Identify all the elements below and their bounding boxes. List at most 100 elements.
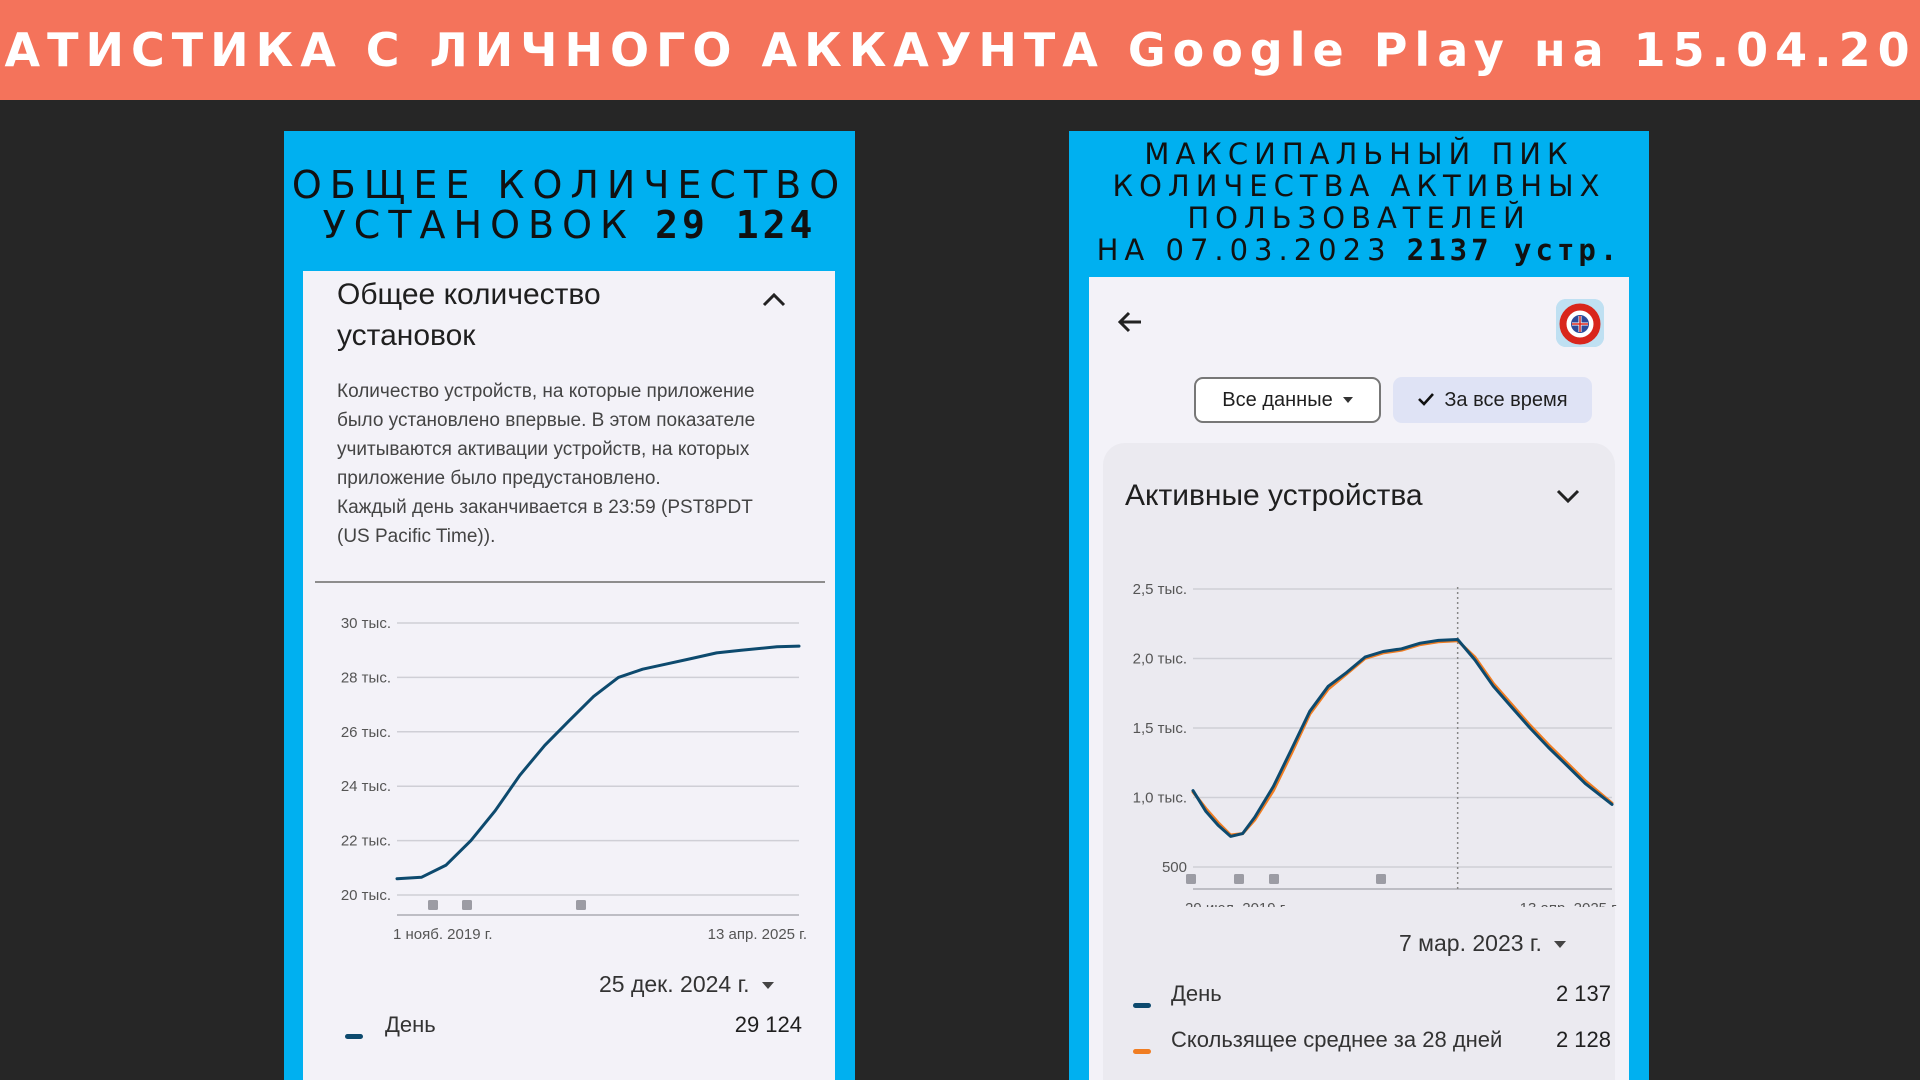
legend-swatch (1133, 1003, 1151, 1008)
metric-panel (1103, 443, 1615, 1080)
all-time-filter-label: За все время (1444, 388, 1568, 411)
legend-line-day (1133, 995, 1151, 1013)
annotation-marker (1186, 874, 1196, 884)
card-title-prefix: НА 07.03.2023 (1096, 233, 1407, 267)
all-data-filter[interactable]: Все данные (1194, 377, 1381, 423)
legend-swatch (345, 1034, 363, 1039)
installs-chart: 20 тыс. 22 тыс. 24 тыс. 26 тыс. 28 тыс. 30 ты… (341, 615, 807, 943)
data-point (1241, 832, 1244, 835)
all-time-filter[interactable]: За все время (1393, 377, 1592, 423)
date-selector-label: 25 дек. 2024 г. (599, 971, 750, 997)
data-point (1547, 746, 1550, 749)
total-installs-card-title: ОБЩЕЕ КОЛИЧЕСТВО УСТАНОВОК 29 124 (284, 165, 855, 245)
data-point (715, 651, 718, 655)
description-line: учитываются активации устройств, на кото… (337, 439, 750, 460)
y-tick-label: 20 тыс. (341, 887, 391, 904)
data-point (493, 809, 497, 812)
app-icon[interactable] (1556, 299, 1604, 347)
description-line: Каждый день заканчивается в 23:59 (PST8P… (337, 497, 753, 518)
active-devices-card-title: МАКСИПАЛЬНЫЙ ПИК КОЛИЧЕСТВА АКТИВНЫХ ПОЛ… (1069, 138, 1649, 266)
data-point (1456, 638, 1459, 641)
data-point (1204, 810, 1208, 813)
series-line (395, 644, 801, 881)
banner-title: СТАТИСТИКА С ЛИЧНОГО АККАУНТА Google Pla… (0, 23, 1920, 77)
all-data-filter-label: Все данные (1222, 388, 1333, 411)
y-tick-label: 24 тыс. (341, 778, 391, 795)
peak-value: 2137 устр. (1406, 233, 1622, 267)
legend-swatch (1133, 1049, 1151, 1054)
annotation-marker (1376, 874, 1386, 884)
data-point (1327, 685, 1330, 688)
y-tick-label: 500 (1162, 859, 1187, 876)
data-point (469, 839, 473, 842)
legend-line-average (1133, 1041, 1151, 1059)
installs-screenshot: Общее количество установок Количество ус… (303, 271, 835, 1080)
y-tick-label: 26 тыс. (341, 724, 391, 741)
data-point (444, 863, 448, 867)
chevron-down-icon[interactable] (1555, 487, 1581, 510)
data-point (420, 876, 423, 879)
section-title: Активные устройства (1125, 479, 1423, 512)
data-point (1290, 747, 1293, 751)
description-line: (US Pacific Time)). (337, 526, 496, 547)
y-tick-label: 22 тыс. (341, 833, 391, 850)
data-point (1418, 642, 1422, 645)
legend-label: Скользящее среднее за 28 дней (1171, 1027, 1503, 1052)
caret-down-icon (1342, 397, 1353, 403)
data-point (1308, 710, 1311, 713)
total-installs-card: ОБЩЕЕ КОЛИЧЕСТВО УСТАНОВОК 29 124 Общее … (284, 131, 855, 1080)
y-tick-label: 30 тыс. (341, 615, 391, 632)
data-point (1610, 803, 1614, 806)
legend-label: День (1171, 981, 1222, 1006)
y-tick-label: 1,0 тыс. (1133, 790, 1187, 807)
data-point (543, 744, 546, 747)
x-tick-label: 1 нояб. 2019 г. (393, 926, 493, 943)
card-title-line: КОЛИЧЕСТВА АКТИВНЫХ (1112, 169, 1606, 203)
top-banner: СТАТИСТИКА С ЛИЧНОГО АККАУНТА Google Pla… (0, 0, 1920, 100)
description-line: Количество устройств, на которые приложе… (337, 381, 755, 402)
annotation-marker (1269, 874, 1279, 884)
data-point (518, 774, 522, 777)
y-tick-label: 1,5 тыс. (1133, 720, 1187, 737)
card-title-line: ПОЛЬЗОВАТЕЛЕЙ (1187, 201, 1531, 235)
chevron-up-icon[interactable] (761, 287, 787, 315)
data-point (1584, 782, 1587, 785)
legend-label: День (385, 1012, 436, 1037)
date-selector[interactable]: 25 дек. 2024 г. (599, 971, 774, 998)
section-title-line1: Общее количество (337, 278, 601, 311)
data-point (1253, 815, 1257, 819)
caret-down-icon (761, 982, 774, 990)
series-line (1191, 639, 1614, 837)
date-selector-label: 7 мар. 2023 г. (1399, 930, 1542, 956)
card-title-line1: ОБЩЕЕ КОЛИЧЕСТВО (291, 163, 848, 207)
data-point (1492, 685, 1495, 688)
data-point (1216, 824, 1220, 827)
legend-line-day (345, 1026, 363, 1044)
data-point (666, 662, 669, 665)
back-arrow-icon[interactable] (1115, 307, 1145, 343)
annotation-marker (428, 900, 438, 910)
data-point (1363, 655, 1367, 659)
active-devices-card: МАКСИПАЛЬНЫЙ ПИК КОЛИЧЕСТВА АКТИВНЫХ ПОЛ… (1069, 131, 1649, 1080)
data-point (690, 657, 694, 660)
active-devices-screenshot: Все данные За все время Активные устройс… (1089, 277, 1629, 1080)
description-line: приложение было предустановлено. (337, 468, 661, 489)
total-installs-value: 29 124 (655, 203, 817, 247)
x-tick-label: 13 апр. 2025 г. (1520, 900, 1619, 907)
caret-down-icon (1553, 941, 1566, 949)
x-tick-label: 29 июл. 2019 г. (1185, 900, 1288, 907)
data-point (567, 719, 571, 723)
y-tick-label: 2,5 тыс. (1133, 581, 1187, 598)
description-line: было установлено впервые. В этом показат… (337, 410, 756, 431)
annotation-marker (576, 900, 586, 910)
annotation-marker (462, 900, 472, 910)
series-line (1191, 638, 1614, 838)
y-tick-label: 28 тыс. (341, 669, 391, 686)
data-point (1381, 650, 1385, 653)
date-selector[interactable]: 7 мар. 2023 г. (1399, 930, 1566, 957)
y-tick-label: 2,0 тыс. (1133, 651, 1187, 668)
divider (315, 581, 825, 583)
active-devices-chart: 500 1,0 тыс. 1,5 тыс. 2,0 тыс. 2,5 тыс. 29 ию… (1133, 581, 1619, 907)
annotation-marker (1234, 874, 1244, 884)
data-point (1510, 705, 1513, 709)
